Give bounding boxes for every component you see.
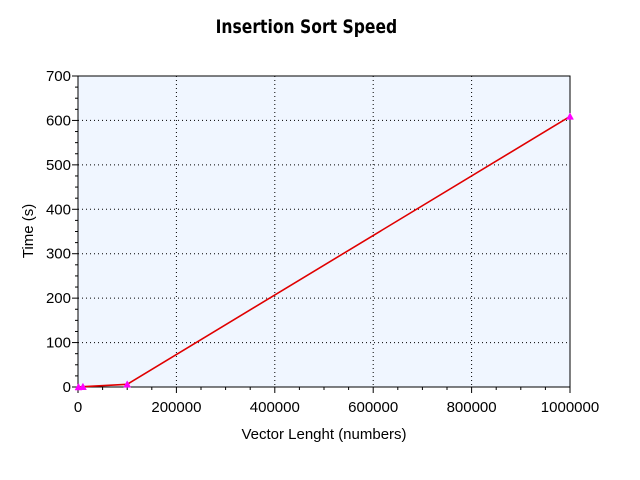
x-tick-label: 0 xyxy=(74,399,82,416)
x-tick-label: 200000 xyxy=(151,399,201,416)
y-tick-label: 300 xyxy=(46,246,71,263)
x-tick-label: 1000000 xyxy=(541,399,599,416)
y-tick-label: 200 xyxy=(46,290,71,307)
y-tick-label: 500 xyxy=(46,157,71,174)
data-point xyxy=(566,112,574,120)
tick-labels: 0 200000 400000 600000 800000 1000000 0 100 200 3… xyxy=(46,68,599,416)
x-tick-label: 400000 xyxy=(250,399,300,416)
y-tick-label: 400 xyxy=(46,201,71,218)
x-tick-label: 800000 xyxy=(447,399,497,416)
y-tick-label: 600 xyxy=(46,112,71,129)
y-tick-label: 0 xyxy=(63,379,71,396)
series-layer xyxy=(74,112,574,391)
y-tick-label: 100 xyxy=(46,335,71,352)
chart-title: Insertion Sort Speed xyxy=(215,16,398,38)
y-axis-label: Time (s) xyxy=(20,204,37,258)
plot-area xyxy=(78,76,570,387)
data-point xyxy=(123,380,132,388)
tick-marks xyxy=(72,75,571,393)
data-point xyxy=(79,382,87,390)
y-tick-label: 700 xyxy=(46,68,71,85)
x-tick-label: 600000 xyxy=(348,399,398,416)
x-axis-label: Vector Lenght (numbers) xyxy=(241,426,406,443)
